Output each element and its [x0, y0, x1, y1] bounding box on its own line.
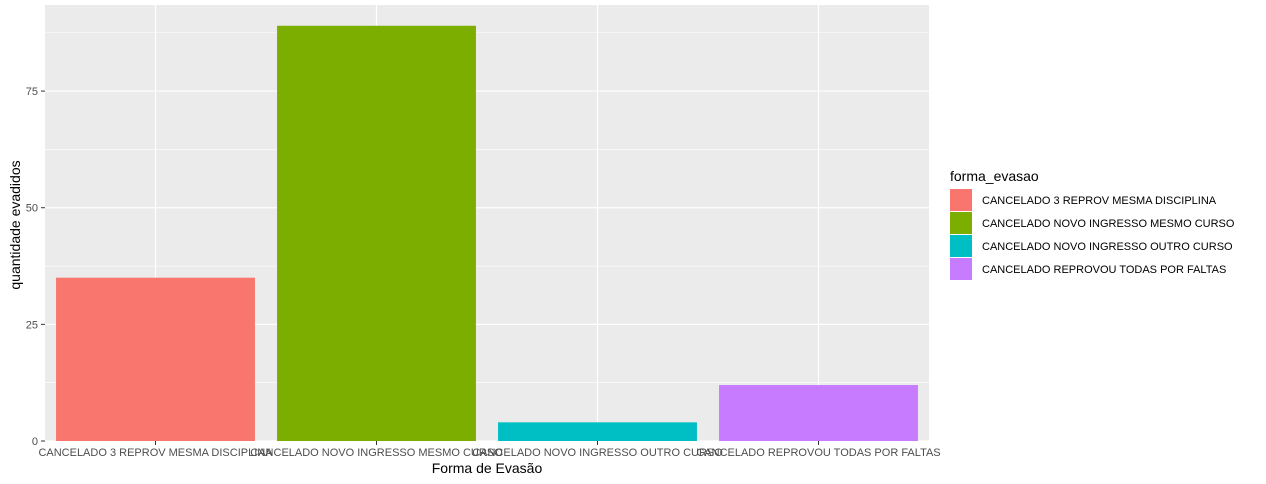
bar-2 [277, 25, 476, 442]
legend-label-1: CANCELADO 3 REPROV MESMA DISCIPLINA [982, 195, 1217, 207]
y-axis-title: quantidade evadidos [7, 160, 23, 289]
y-tick-label: 0 [32, 436, 38, 448]
legend-key-1 [950, 189, 972, 211]
x-tick-label: CANCELADO NOVO INGRESSO OUTRO CURSO [472, 447, 723, 459]
legend-title: forma_evasao [950, 168, 1039, 184]
x-tick-label: CANCELADO 3 REPROV MESMA DISCIPLINA [38, 447, 273, 459]
y-tick-label: 50 [26, 203, 38, 215]
bars [56, 25, 918, 442]
x-axis-title: Forma de Evasão [432, 460, 543, 476]
y-tick-label: 25 [26, 319, 38, 331]
y-axis: 0 25 50 75 [26, 86, 45, 448]
legend-label-4: CANCELADO REPROVOU TODAS POR FALTAS [982, 264, 1226, 276]
legend-key-3 [950, 235, 972, 257]
legend-key-4 [950, 258, 972, 280]
legend-key-2 [950, 212, 972, 234]
x-tick-label: CANCELADO REPROVOU TODAS POR FALTAS [696, 447, 940, 459]
x-axis: CANCELADO 3 REPROV MESMA DISCIPLINACANCE… [38, 441, 941, 459]
legend-label-2: CANCELADO NOVO INGRESSO MESMO CURSO [982, 218, 1235, 230]
x-tick-label: CANCELADO NOVO INGRESSO MESMO CURSO [250, 447, 503, 459]
legend-label-3: CANCELADO NOVO INGRESSO OUTRO CURSO [982, 241, 1233, 253]
legend: forma_evasao CANCELADO 3 REPROV MESMA DI… [950, 168, 1235, 280]
bar-4 [719, 385, 918, 441]
bar-1 [56, 277, 255, 441]
bar-3 [498, 422, 697, 441]
y-tick-label: 75 [26, 86, 38, 98]
